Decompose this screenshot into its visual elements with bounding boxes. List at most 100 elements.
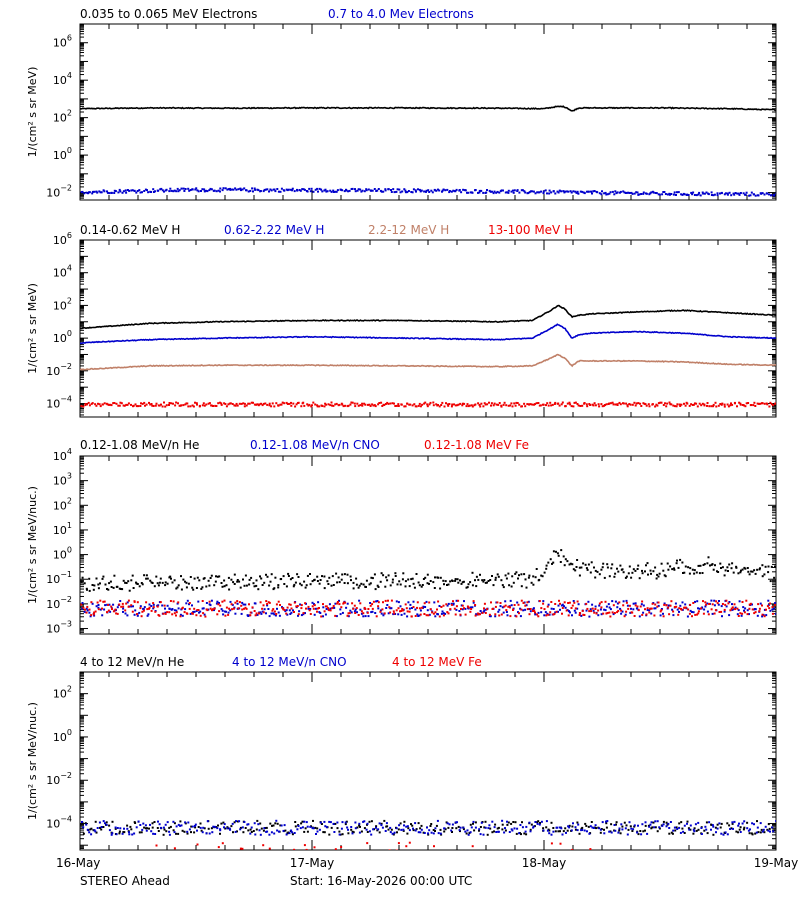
- data-point: [588, 832, 591, 835]
- data-point: [730, 567, 733, 570]
- data-point: [387, 828, 390, 831]
- data-point: [370, 576, 373, 579]
- data-point: [191, 612, 194, 615]
- data-point: [338, 833, 341, 836]
- data-point: [434, 576, 436, 579]
- data-point: [455, 608, 458, 611]
- data-point: [412, 829, 415, 832]
- data-point: [635, 607, 638, 610]
- data-point: [668, 401, 671, 404]
- data-point: [255, 612, 258, 615]
- data-point: [449, 580, 452, 583]
- data-point: [91, 602, 94, 605]
- data-point: [236, 602, 239, 605]
- data-point: [521, 405, 523, 408]
- data-point: [118, 404, 121, 407]
- data-point: [256, 403, 259, 406]
- data-point: [109, 403, 112, 406]
- data-point: [733, 820, 736, 823]
- data-point: [579, 190, 582, 193]
- data-point: [512, 821, 515, 823]
- data-point: [194, 401, 196, 404]
- data-point: [382, 574, 385, 577]
- data-point: [359, 188, 362, 191]
- data-point: [175, 832, 177, 835]
- data-point: [217, 189, 220, 192]
- data-point: [412, 606, 415, 608]
- data-point: [255, 584, 258, 587]
- data-point: [290, 607, 293, 610]
- data-point: [177, 584, 180, 587]
- data-point: [158, 823, 161, 826]
- data-point: [121, 602, 124, 605]
- data-point: [668, 827, 671, 829]
- data-point: [248, 603, 250, 606]
- data-point: [529, 830, 532, 833]
- y-tick-label: 100: [53, 329, 72, 345]
- data-point: [331, 607, 334, 610]
- data-point: [179, 613, 182, 616]
- series-line: [80, 323, 776, 345]
- data-point: [194, 188, 197, 191]
- data-point: [223, 402, 226, 405]
- data-point: [406, 191, 409, 194]
- data-point: [625, 824, 628, 827]
- data-point: [682, 572, 684, 574]
- series-line: [80, 304, 776, 330]
- data-point: [101, 403, 104, 406]
- data-point: [754, 572, 757, 575]
- data-point: [262, 611, 265, 614]
- data-point: [103, 190, 106, 193]
- data-point: [675, 605, 678, 608]
- data-point: [122, 404, 125, 407]
- data-point: [210, 188, 213, 191]
- data-point: [130, 604, 133, 607]
- data-point: [495, 191, 498, 194]
- data-point: [701, 191, 704, 194]
- y-tick-label: 10−4: [46, 815, 72, 831]
- data-point: [429, 825, 432, 827]
- data-point: [271, 402, 274, 405]
- data-point: [667, 606, 670, 609]
- data-point: [720, 567, 722, 569]
- data-point: [99, 582, 101, 585]
- data-point: [702, 612, 705, 615]
- data-point: [263, 827, 266, 830]
- data-point: [472, 820, 475, 823]
- data-point: [273, 405, 276, 408]
- data-point: [456, 578, 459, 581]
- data-point: [466, 191, 468, 194]
- data-point: [229, 188, 232, 191]
- data-point: [697, 828, 700, 831]
- data-point: [549, 611, 552, 614]
- data-point: [215, 826, 218, 829]
- data-point: [384, 403, 387, 405]
- data-point: [294, 821, 297, 823]
- data-point: [637, 824, 639, 827]
- data-point: [468, 404, 471, 407]
- data-point: [169, 600, 172, 602]
- data-point: [434, 615, 437, 618]
- data-point: [218, 610, 221, 613]
- data-point: [719, 826, 722, 829]
- data-point: [90, 827, 93, 830]
- data-point: [734, 608, 736, 611]
- data-point: [410, 823, 412, 826]
- data-point: [545, 614, 548, 617]
- data-point: [653, 614, 656, 617]
- data-point: [482, 191, 485, 194]
- data-point: [554, 401, 557, 404]
- y-axis-label: 1/(cm² s sr MeV/nuc.): [26, 486, 39, 604]
- data-point: [364, 403, 367, 406]
- data-point: [674, 602, 677, 605]
- data-point: [703, 404, 706, 407]
- data-point: [678, 610, 680, 613]
- data-point: [255, 828, 258, 831]
- data-point: [496, 827, 499, 830]
- data-point: [354, 188, 356, 191]
- data-point: [638, 193, 641, 196]
- data-point: [599, 828, 602, 831]
- data-point: [746, 567, 749, 569]
- data-point: [150, 581, 153, 584]
- data-point: [482, 833, 485, 836]
